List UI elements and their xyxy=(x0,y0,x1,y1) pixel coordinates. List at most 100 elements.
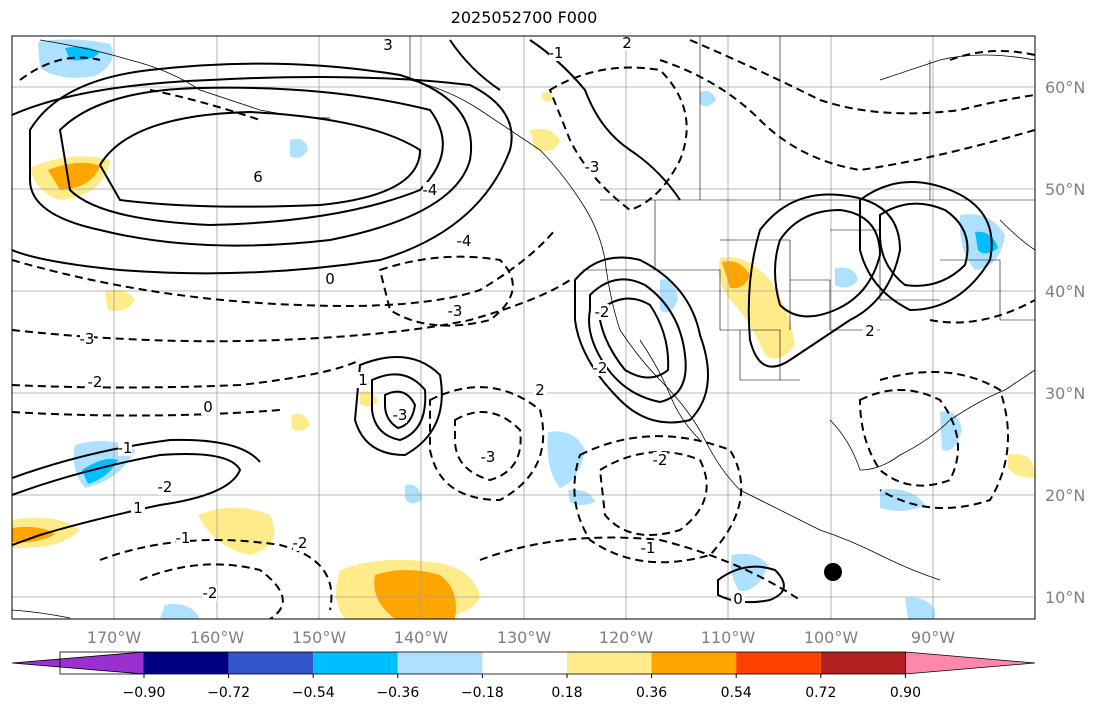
shade-blue-patch xyxy=(940,411,962,451)
contour-label: 0 xyxy=(733,590,743,608)
contour-label-bg xyxy=(323,271,337,287)
contour-label-bg xyxy=(481,449,495,465)
contour-label: 2 xyxy=(535,381,545,399)
contour-label-bg xyxy=(80,331,94,347)
map-frame xyxy=(11,35,1036,620)
contour-label: -3 xyxy=(481,448,496,466)
colorbar-segment xyxy=(228,652,314,674)
contour-label-bg xyxy=(448,303,462,319)
lat-tick-label: 50°N xyxy=(1045,180,1085,199)
contour-label: 0 xyxy=(203,398,213,416)
contour-label: -3 xyxy=(448,302,463,320)
positive-contours xyxy=(12,39,993,604)
colorbar-segment xyxy=(11,651,145,675)
colorbar-tick-label: 0.90 xyxy=(890,685,921,701)
shade-blue-patch xyxy=(160,603,200,619)
lon-tick-label: 100°W xyxy=(804,628,859,647)
contour-label-bg xyxy=(423,182,437,198)
contour-label: -1 xyxy=(641,539,656,557)
contour-label: 2 xyxy=(865,322,875,340)
contour-labels: 6 3 0 -3 -4 -2 -1 2 1 0 -2 -3 -3 -1 -2 -3 2 -2 1 -1 -2 0 -4 -3 2… xyxy=(80,34,877,608)
shade-yellow-patch xyxy=(292,413,310,431)
shade-yellow-patch xyxy=(542,92,553,102)
colorbar-tick-label: 0.18 xyxy=(551,685,582,701)
contour-label: -2 xyxy=(293,534,308,552)
lon-tick-label: 90°W xyxy=(911,628,955,647)
contour-label: -1 xyxy=(549,44,564,62)
shade-blue-patch xyxy=(835,267,858,288)
lat-tick-label: 30°N xyxy=(1045,384,1085,403)
shade-orange-core xyxy=(722,261,750,289)
shade-yellow-patch xyxy=(530,128,560,152)
colorbar-segment xyxy=(313,652,398,674)
contour-label-bg xyxy=(201,399,215,415)
contour-label-bg xyxy=(593,360,607,376)
shade-blue-patch xyxy=(405,484,422,504)
lat-tick-label: 40°N xyxy=(1045,282,1085,301)
contour-label-bg xyxy=(118,440,132,456)
contour-label-bg xyxy=(88,374,102,390)
colorbar-tick-label: 0.36 xyxy=(636,685,667,701)
colorbar-segment xyxy=(482,652,567,674)
contour-label-bg xyxy=(731,591,745,607)
contour-label-bg xyxy=(457,233,471,249)
lon-tick-label: 120°W xyxy=(599,628,654,647)
lon-tick-label: 160°W xyxy=(190,628,245,647)
contour-label-bg xyxy=(203,585,217,601)
shade-orange-core xyxy=(374,570,456,619)
contour-label-bg xyxy=(549,45,563,61)
map-title: 2025052700 F000 xyxy=(450,8,598,27)
contour-label-bg xyxy=(653,452,667,468)
colorbar-segment xyxy=(567,652,652,674)
colorbar-tick-label: −0.36 xyxy=(376,685,419,701)
colorbar-segment xyxy=(905,651,1036,675)
marker-layer xyxy=(824,563,842,581)
contour-label: -2 xyxy=(653,451,668,469)
lon-tick-label: 170°W xyxy=(87,628,142,647)
shade-blue-patch xyxy=(731,553,768,592)
lat-tick-label: 60°N xyxy=(1045,78,1085,97)
contour-label: -2 xyxy=(203,584,218,602)
contour-label: -4 xyxy=(423,181,438,199)
marker-dot xyxy=(824,563,842,581)
lon-tick-label: 130°W xyxy=(497,628,552,647)
contour-label-bg xyxy=(641,540,655,556)
contour-label-bg xyxy=(595,304,609,320)
colorbar: −0.90 −0.72 −0.54 −0.36 −0.18 0.18 0.36 0.54 0.7… xyxy=(11,651,1036,701)
contour-label: -2 xyxy=(595,303,610,321)
shade-yellow-patch xyxy=(105,289,135,312)
colorbar-segment xyxy=(144,652,229,674)
lat-axis: 60°N 50°N 40°N 30°N 20°N 10°N xyxy=(1045,78,1085,607)
shade-blue-patch xyxy=(547,431,585,488)
contour-label: -1 xyxy=(176,529,191,547)
contour-label: 2 xyxy=(622,34,632,52)
lon-axis: 170°W 160°W 150°W 140°W 130°W 120°W 110°… xyxy=(87,628,955,647)
state-borders xyxy=(409,36,1035,381)
lon-tick-label: 110°W xyxy=(701,628,756,647)
contour-label-bg xyxy=(131,500,145,516)
contour-label-bg xyxy=(158,479,172,495)
contour-label-bg xyxy=(863,323,877,339)
contour-label: -2 xyxy=(88,373,103,391)
colorbar-segment xyxy=(820,652,906,674)
colorbar-tick-label: 0.54 xyxy=(721,685,752,701)
shade-blue-patch xyxy=(700,91,716,107)
contour-label: -3 xyxy=(80,330,95,348)
lon-tick-label: 150°W xyxy=(292,628,347,647)
shade-orange-core xyxy=(48,162,100,190)
negative-contours xyxy=(12,39,1035,619)
contour-label-bg xyxy=(356,372,370,388)
contour-label: -3 xyxy=(393,406,408,424)
colorbar-tick-label: 0.72 xyxy=(805,685,836,701)
contour-label: -2 xyxy=(158,478,173,496)
contour-label-bg xyxy=(176,530,190,546)
contour-label: 3 xyxy=(383,36,393,54)
contour-label: -1 xyxy=(118,439,133,457)
colorbar-segment xyxy=(736,652,821,674)
contour-label: -3 xyxy=(585,158,600,176)
contour-label-bg xyxy=(251,169,265,185)
colorbar-segment xyxy=(397,652,483,674)
colorbar-segment xyxy=(651,652,737,674)
contour-label-bg xyxy=(585,159,599,175)
colorbar-tick-label: −0.90 xyxy=(123,685,166,701)
